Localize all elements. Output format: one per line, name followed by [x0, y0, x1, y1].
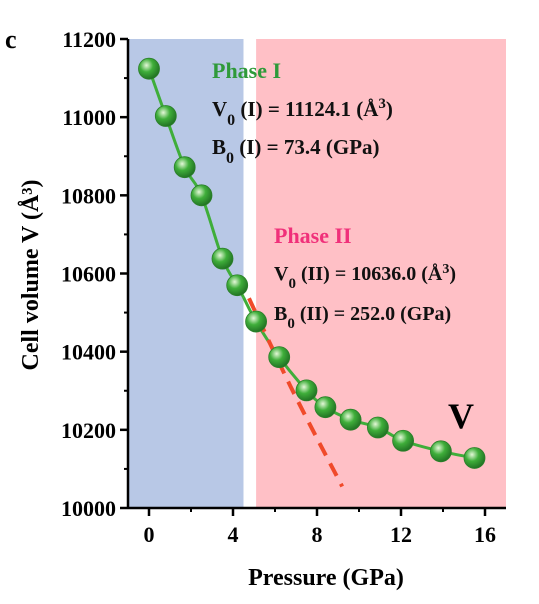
phase2-v0-mid: (II) = 10636.0 (Å	[296, 262, 443, 285]
phase2-b0-label: B0 (II) = 252.0 (GPa)	[274, 303, 451, 332]
y-axis-label: Cell volume V (Å³)	[18, 180, 44, 371]
data-point	[314, 396, 337, 419]
x-tick-label: 12	[390, 522, 412, 547]
data-point	[245, 310, 268, 333]
y-tick-label: 10800	[61, 183, 116, 208]
y-tick-label: 10400	[61, 340, 116, 365]
phase2-b0-sub: 0	[287, 316, 295, 332]
data-point	[429, 440, 452, 463]
phase2-v0-label: V0 (II) = 10636.0 (Å3)	[274, 262, 456, 293]
phase1-v0-mid: (I) = 11124.1 (Å	[235, 97, 379, 121]
x-tick-label: 4	[228, 522, 239, 547]
data-point	[211, 247, 234, 270]
phase-region-1	[128, 39, 244, 508]
phase2-b0-rest: (II) = 252.0 (GPa)	[295, 303, 451, 325]
x-tick-label: 16	[474, 522, 496, 547]
y-tick-label: 11000	[62, 105, 116, 130]
phase2-v0-sup: 3	[442, 262, 449, 277]
y-tick-label: 10000	[61, 496, 116, 521]
data-point	[226, 274, 249, 297]
fit-curve-phase2	[242, 296, 475, 460]
phase1-v0-sub: 0	[227, 112, 235, 129]
phase1-v0-prefix: V	[212, 97, 227, 121]
data-point	[138, 57, 160, 80]
data-point	[173, 156, 196, 179]
phase2-v0-prefix: V	[274, 263, 289, 285]
phase1-b0-rest: (I) = 73.4 (GPa)	[234, 135, 380, 159]
x-tick-label: 8	[312, 522, 323, 547]
phase1-v0-end: )	[386, 97, 393, 121]
x-axis-label: Pressure (GPa)	[248, 565, 404, 591]
y-tick-label: 11200	[62, 27, 116, 52]
phase1-b0-prefix: B	[212, 135, 226, 159]
y-tick-label: 10200	[61, 418, 116, 443]
phase1-b0-label: B0 (I) = 73.4 (GPa)	[212, 135, 380, 167]
extrapolation-dashed	[237, 276, 344, 488]
data-point	[366, 416, 389, 439]
series-label-v: V	[448, 396, 474, 436]
data-point	[392, 429, 415, 452]
data-point	[295, 379, 318, 402]
data-point	[268, 346, 291, 369]
panel-label: c	[5, 25, 17, 54]
y-tick-label: 10600	[61, 262, 116, 287]
phase1-v0-sup: 3	[378, 96, 386, 112]
data-point	[190, 184, 213, 207]
phase1-title: Phase I	[212, 58, 281, 83]
x-tick-label: 0	[144, 522, 155, 547]
phase2-v0-end: )	[449, 263, 456, 285]
data-point	[463, 447, 486, 469]
phase1-b0-sub: 0	[226, 150, 234, 167]
data-point	[339, 408, 362, 431]
data-point	[154, 105, 177, 127]
phase2-b0-prefix: B	[274, 303, 287, 325]
phase2-v0-sub: 0	[288, 276, 296, 292]
phase1-v0-label: V0 (I) = 11124.1 (Å3)	[212, 96, 393, 129]
phase2-title: Phase II	[274, 223, 352, 248]
